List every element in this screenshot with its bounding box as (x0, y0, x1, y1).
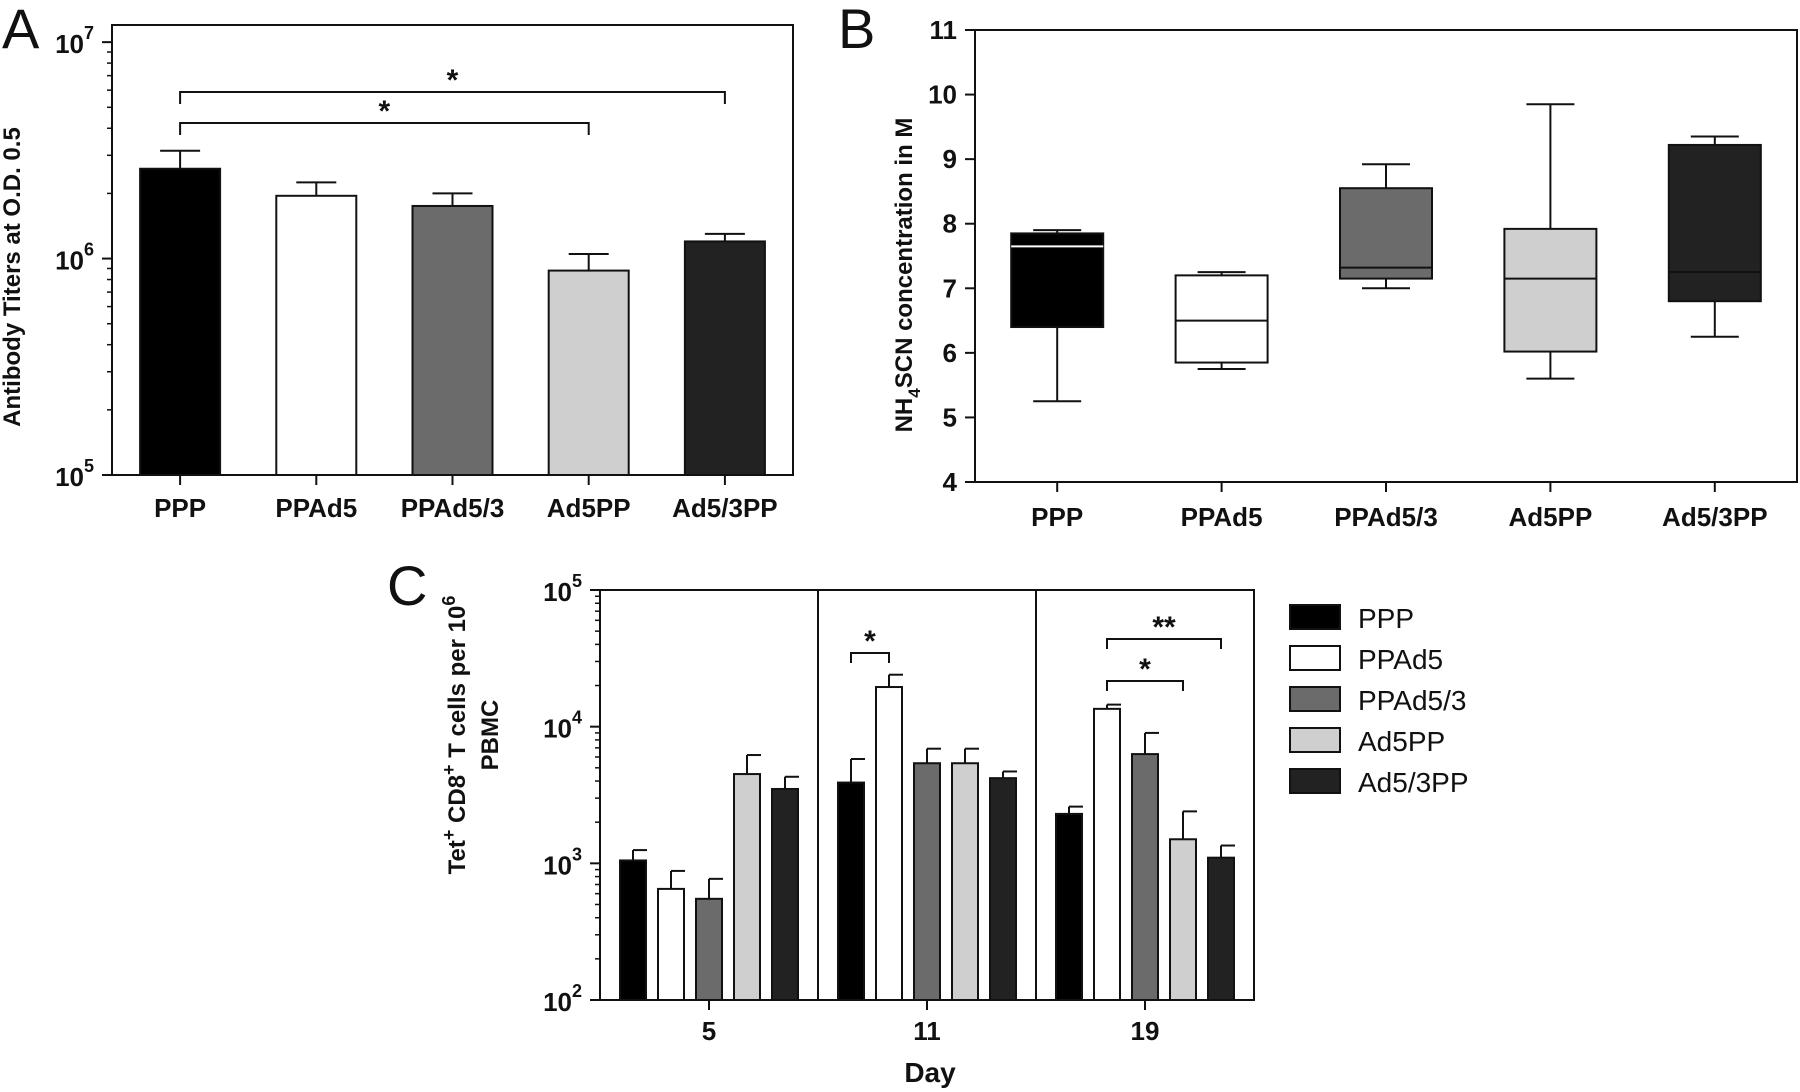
panel-c-significance-bracket (850, 652, 890, 663)
panel-a-bar-ad5-3pp (683, 240, 766, 476)
panel-b-y-tick-label: 6 (943, 338, 957, 368)
panel-b-x-tick-label: Ad5PP (1508, 502, 1592, 532)
panel-c-bar-ppp-day-11 (837, 781, 865, 1001)
panel-c-bar-ad5-3pp-day-5 (771, 787, 799, 1001)
panel-b-chart: 4 5 6 7 8 9 10 11 PPP PPAd5 PPAd5/3 Ad5PP Ad5/3PP NH… (891, 15, 1798, 532)
panel-a-chart: 105 106 107 PPP PPAd5 PPAd5/3 Ad5PP Ad5/3PP * * A… (0, 23, 794, 523)
legend-label-ad5pp: Ad5PP (1358, 726, 1445, 757)
panel-c-significance-label: ** (1152, 611, 1176, 644)
panel-a-bar-ppp (139, 167, 222, 477)
panel-c-bar-ad5-3pp-day-11 (989, 777, 1017, 1002)
panel-b-box-ppad5-3 (1339, 187, 1433, 280)
panel-b-y-axis-label: NH4SCN concentration in M (891, 118, 924, 433)
panel-a-significance-bracket (179, 91, 726, 104)
panel-c-bar-ppad5-day-11 (875, 686, 903, 1002)
panel-a-y-tick-label: 107 (55, 23, 94, 59)
panel-b-box-ppad5 (1174, 274, 1269, 364)
panel-c-bar-ad5-3pp-day-19 (1207, 856, 1235, 1001)
panel-c-x-axis-label: Day (904, 1057, 956, 1088)
panel-a-x-tick-label: PPAd5 (275, 493, 357, 523)
panel-a-x-tick-label: PPAd5/3 (401, 493, 505, 523)
panel-a-significance-label: * (447, 64, 459, 97)
panel-c-significance-label: * (1139, 653, 1151, 686)
legend-swatch-ppad5 (1289, 645, 1341, 671)
panel-b-y-tick-label: 4 (943, 467, 958, 497)
legend-label-ppad5-3: PPAd5/3 (1358, 685, 1466, 716)
panel-b-x-tick-label: PPAd5 (1181, 502, 1263, 532)
panel-c-bar-ppad5-day-19 (1093, 707, 1121, 1001)
panel-c-bar-ppad5-day-5 (657, 887, 685, 1002)
panel-a-significance-label: * (379, 95, 391, 128)
panel-c-x-tick-label: 11 (913, 1016, 941, 1046)
panel-c-significance-label: * (864, 625, 876, 658)
panel-c-bar-ad5pp-day-5 (733, 773, 761, 1002)
panel-a-x-tick-label: PPP (154, 493, 206, 523)
panel-b-y-tick-label: 8 (943, 209, 957, 239)
panel-c-y-axis-label-line2: PBMC (477, 700, 504, 771)
panel-b-x-tick-label: PPAd5/3 (1334, 502, 1438, 532)
panel-label-a: A (2, 0, 40, 60)
panel-c-y-tick-label: 102 (543, 981, 582, 1017)
panel-b-box-ad5-3pp (1667, 143, 1762, 303)
panel-c-significance-bracket (1106, 680, 1184, 691)
panel-a-x-tick-label: Ad5/3PP (672, 493, 778, 523)
panel-c-bar-ppp-day-5 (619, 859, 647, 1001)
legend-swatch-ad5pp (1289, 727, 1341, 753)
legend-label-ad5-3pp: Ad5/3PP (1358, 767, 1469, 798)
legend-swatch-ppp (1289, 604, 1341, 630)
legend-swatch-ad5-3pp (1289, 768, 1341, 794)
panel-a-bar-ppad5-3 (411, 204, 494, 477)
panel-a-x-tick-label: Ad5PP (547, 493, 631, 523)
panel-b-box-ppp (1010, 232, 1105, 329)
panel-b-x-tick-label: PPP (1031, 502, 1083, 532)
panel-b-box-ad5pp (1503, 227, 1598, 353)
panel-a-significance-bracket (179, 122, 590, 135)
legend-label-ppad5: PPAd5 (1358, 644, 1443, 675)
panel-b-y-tick-label: 7 (943, 273, 957, 303)
legend-swatch-ppad5-3 (1289, 686, 1341, 712)
panel-b-x-tick-label: Ad5/3PP (1662, 502, 1768, 532)
panel-b-y-tick-label: 9 (943, 144, 957, 174)
panel-a-y-tick-label: 105 (55, 456, 94, 492)
panel-b-y-tick-label: 5 (943, 402, 957, 432)
panel-c-bar-ad5pp-day-19 (1169, 838, 1197, 1001)
panel-c-y-tick-label: 104 (543, 708, 582, 744)
panel-c-x-tick-label: 5 (702, 1016, 716, 1046)
panel-a-bar-ad5pp (547, 269, 630, 477)
panel-c-y-axis-label-line1: Tet+ CD8+ T cells per 106 (439, 596, 471, 875)
panel-c-x-tick-label: 19 (1131, 1016, 1160, 1046)
panel-c-y-tick-label: 105 (543, 571, 582, 607)
legend-label-ppp: PPP (1358, 603, 1414, 634)
panel-c-bar-ppp-day-19 (1055, 812, 1083, 1002)
panel-a-y-tick-label: 106 (55, 240, 94, 276)
panel-c-bar-ppad5-3-day-11 (913, 762, 941, 1001)
panel-b-y-tick-label: 10 (928, 80, 957, 110)
panel-label-c: C (387, 554, 427, 617)
panel-label-b: B (838, 0, 875, 60)
panel-a-y-axis-label: Antibody Titers at O.D. 0.5 (0, 127, 26, 427)
panel-c-y-tick-label: 103 (543, 844, 582, 880)
panel-c-legend: PPP PPAd5 PPAd5/3 Ad5PP Ad5/3PP (1289, 603, 1469, 798)
panel-a-bar-ppad5 (275, 194, 358, 476)
panel-c-significance-bracket (1106, 638, 1222, 649)
panel-c-bar-ppad5-3-day-5 (695, 897, 723, 1001)
panel-b-y-tick-label: 11 (930, 15, 958, 45)
panel-c-bar-ppad5-3-day-19 (1131, 753, 1159, 1002)
panel-c-bar-ad5pp-day-11 (951, 762, 979, 1001)
